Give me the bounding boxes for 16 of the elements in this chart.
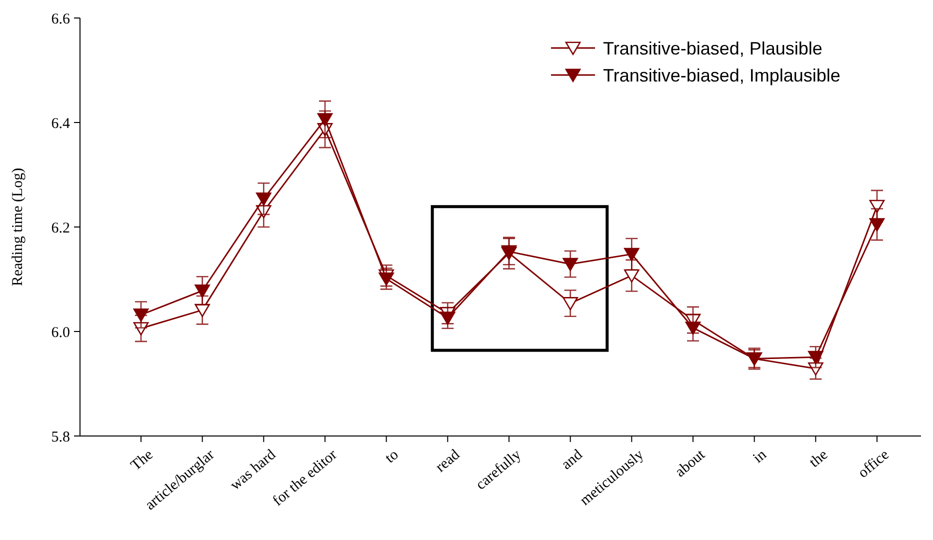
x-tick-label: read xyxy=(432,446,464,476)
legend-label: Transitive-biased, Plausible xyxy=(603,38,822,58)
y-tick-label: 6.0 xyxy=(51,324,70,341)
y-tick-label: 6.2 xyxy=(51,220,70,236)
y-tick-label: 6.4 xyxy=(51,116,70,132)
x-tick-label: to xyxy=(382,446,402,467)
y-tick-label: 5.8 xyxy=(51,429,70,446)
x-tick-label: the xyxy=(806,446,832,471)
x-tick-label: about xyxy=(672,446,709,481)
x-tick-label: in xyxy=(750,446,770,467)
x-tick-label: office xyxy=(855,446,893,482)
y-tick-label: 6.6 xyxy=(51,11,70,28)
x-tick-label: was hard xyxy=(228,446,280,494)
y-axis-title: Reading time (Log) xyxy=(10,168,26,286)
x-tick-label: and xyxy=(558,446,586,474)
legend-label: Transitive-biased, Implausible xyxy=(603,65,840,86)
